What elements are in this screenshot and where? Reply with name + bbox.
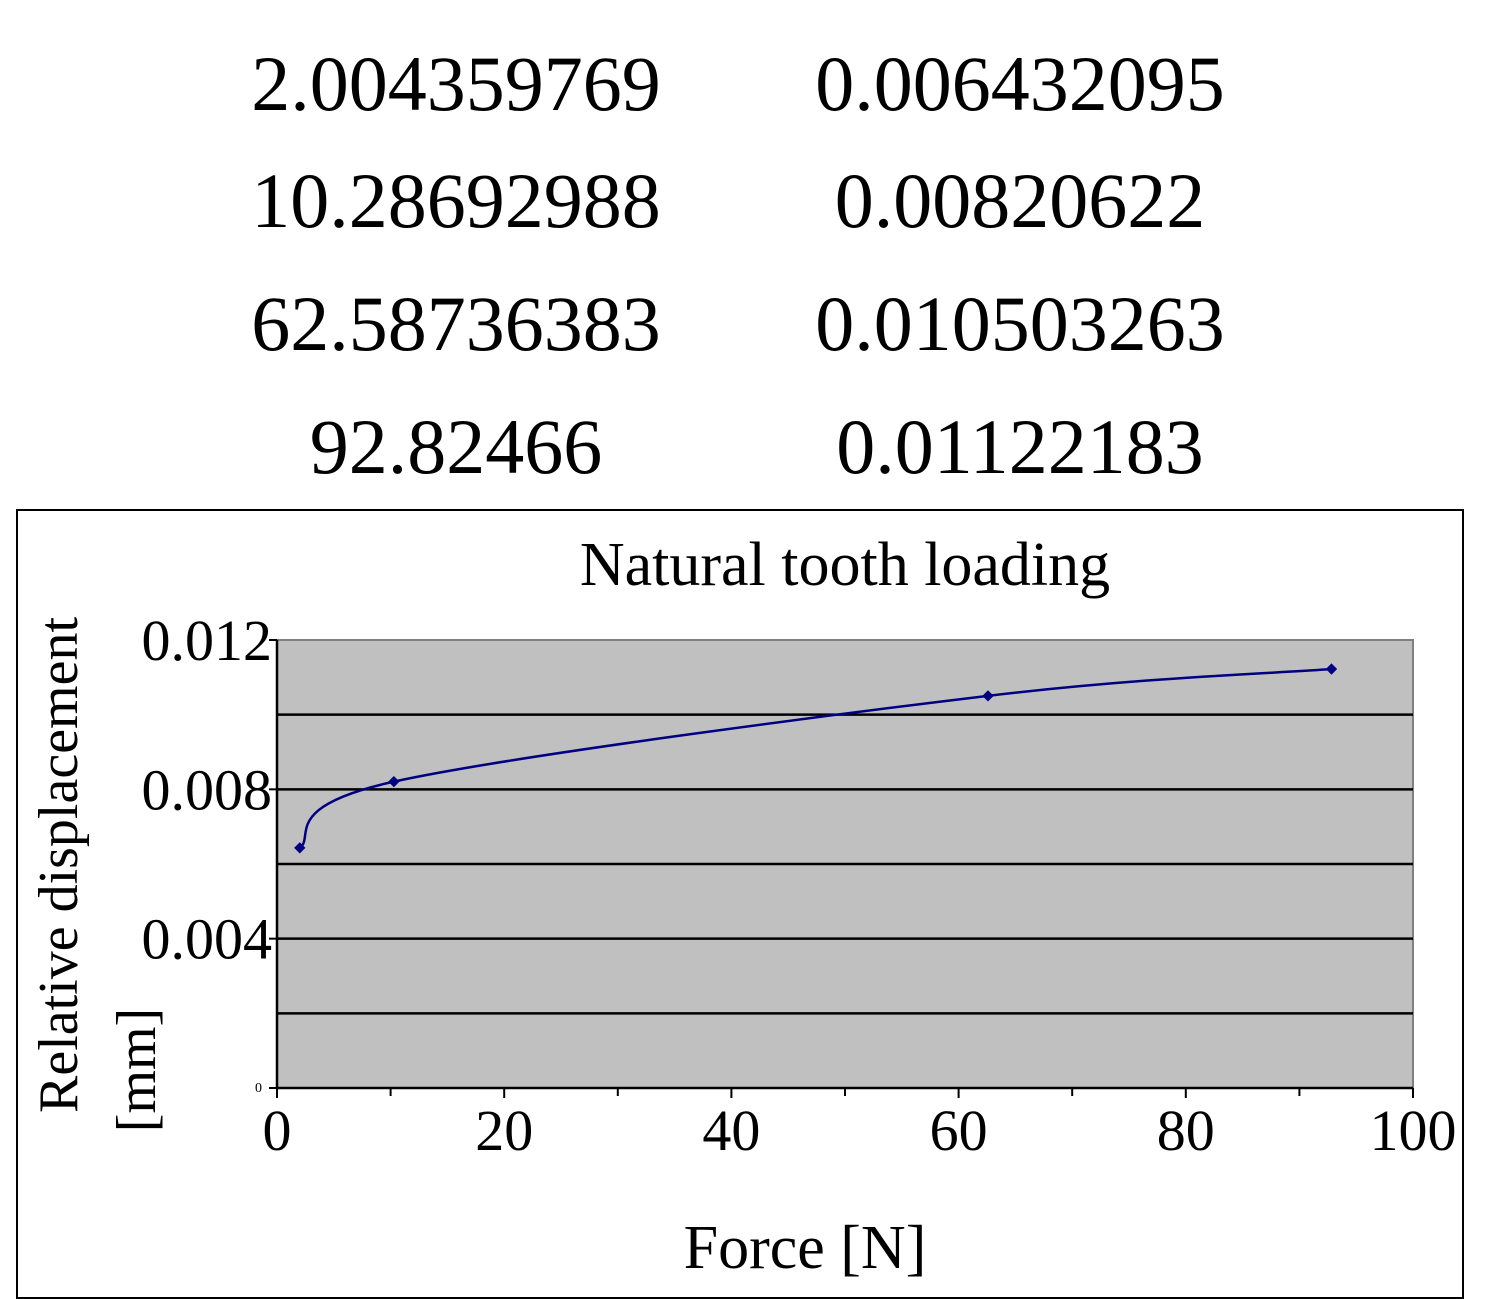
x-axis-label: Force [N]	[684, 1214, 927, 1282]
y-tick-label: 0.004	[142, 907, 273, 972]
data-table: 2.004359769 0.006432095 10.28692988 0.00…	[0, 0, 1502, 500]
data-point	[982, 690, 994, 702]
x-tick-label: 40	[702, 1098, 760, 1163]
chart-title: Natural tooth loading	[580, 531, 1110, 599]
table-cell: 0.01122183	[836, 403, 1204, 490]
y-tick-label: 0.008	[142, 757, 273, 822]
y-axis-label: Relative displacement	[28, 617, 90, 1113]
x-tick-label: 60	[930, 1098, 988, 1163]
x-tick-label: 100	[1370, 1098, 1457, 1163]
data-point	[294, 842, 306, 854]
table-cell: 2.004359769	[251, 40, 661, 127]
table-cell: 0.006432095	[815, 40, 1225, 127]
table-cell: 0.00820622	[834, 157, 1206, 244]
x-tick-label: 80	[1157, 1098, 1215, 1163]
table-cell: 10.28692988	[251, 157, 661, 244]
data-point	[1325, 663, 1338, 675]
series-line	[298, 667, 1332, 849]
table-cell: 62.58736383	[251, 280, 661, 367]
y-tick-label: 0.012	[142, 608, 273, 673]
data-point	[388, 775, 400, 788]
table-cell: 0.010503263	[815, 280, 1225, 367]
x-tick-label: 20	[475, 1098, 533, 1163]
data-points	[294, 663, 1338, 854]
x-tick-label: 0	[263, 1098, 292, 1163]
table-cell: 92.82466	[309, 403, 603, 490]
y-axis-label-unit: [mm]	[106, 1008, 168, 1132]
x-ticks: 0 20 40 60 80 100	[263, 1088, 1457, 1163]
y-ticks: 0 0.004 0.008 0.012	[142, 608, 277, 1096]
y-tick-label: 0	[255, 1081, 262, 1096]
